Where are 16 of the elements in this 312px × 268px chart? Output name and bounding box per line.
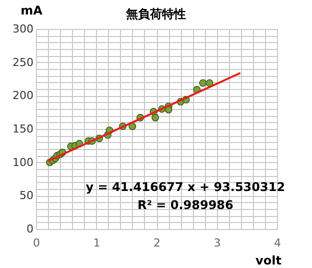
x-tick-label: 1: [93, 236, 100, 250]
y-axis-title: mA: [20, 4, 44, 18]
chart-title: 無負荷特性: [125, 7, 186, 21]
x-tick-label: 2: [154, 236, 160, 250]
y-tick-label: 50: [20, 189, 34, 202]
x-axis-title: volt: [256, 254, 282, 268]
y-tick-label: 300: [12, 22, 34, 36]
y-tick-label: 150: [12, 122, 34, 136]
y-tick-label: 100: [12, 156, 34, 169]
annotation: R² = 0.989986: [137, 198, 234, 212]
y-tick-label: 0: [26, 222, 34, 236]
annotation: y = 41.416677 x + 93.530312: [86, 180, 286, 194]
y-tick-label: 250: [12, 56, 34, 69]
x-tick-label: 4: [274, 236, 281, 250]
x-tick-label: 3: [214, 236, 221, 250]
y-tick-label: 200: [12, 89, 34, 102]
